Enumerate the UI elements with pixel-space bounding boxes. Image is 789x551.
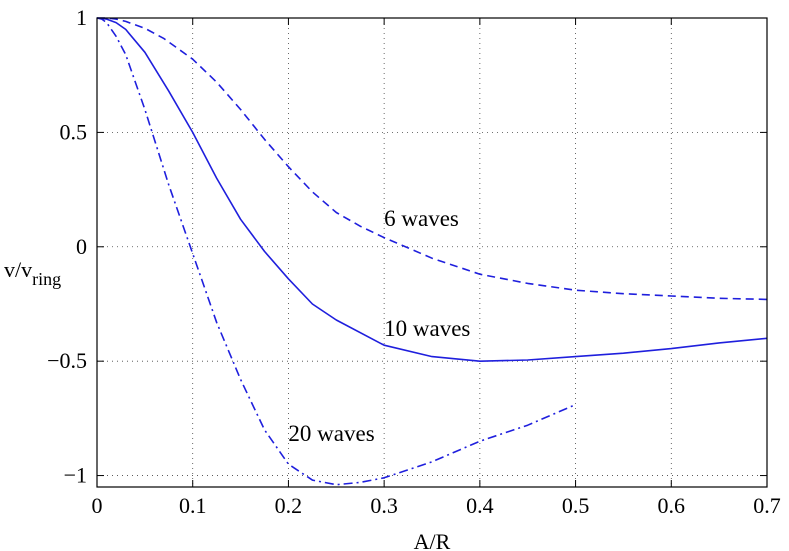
x-tick-label: 0.5 — [562, 493, 590, 518]
series-line-6-waves — [97, 17, 768, 301]
x-tick-label: 0.7 — [753, 493, 781, 518]
annotations: 6 waves 10 waves 20 waves — [288, 206, 470, 446]
series-line-20-waves — [96, 17, 576, 486]
y-axis-label-subscript: ring — [32, 269, 61, 289]
y-axis-label-main: v/v — [4, 257, 32, 282]
y-tick-label: 1 — [76, 5, 87, 30]
series-line-10-waves — [96, 17, 768, 362]
ticks — [96, 17, 768, 487]
annotation-10-waves: 10 waves — [384, 316, 470, 341]
x-tick-label: 0.3 — [370, 493, 398, 518]
y-tick-label: 0.5 — [60, 119, 88, 144]
x-tick-label: 0.4 — [466, 493, 494, 518]
tick-labels: 0 0.1 0.2 0.3 0.4 0.5 0.6 0.7 1 0.5 0 −0.5 −1 — [47, 5, 781, 518]
annotation-6-waves: 6 waves — [384, 206, 459, 231]
series-layer — [96, 17, 768, 486]
y-tick-label: −1 — [64, 463, 87, 488]
y-tick-label: 0 — [76, 234, 87, 259]
x-tick-label: 0.1 — [179, 493, 207, 518]
y-axis-label: v/vring — [4, 257, 61, 289]
x-tick-label: 0.6 — [658, 493, 686, 518]
annotation-20-waves: 20 waves — [288, 421, 374, 446]
grid — [97, 18, 767, 487]
plot-frame — [96, 17, 768, 488]
x-axis-label: A/R — [414, 529, 451, 551]
x-tick-label: 0.2 — [275, 493, 303, 518]
y-tick-label: −0.5 — [47, 348, 87, 373]
x-tick-label: 0 — [92, 493, 103, 518]
